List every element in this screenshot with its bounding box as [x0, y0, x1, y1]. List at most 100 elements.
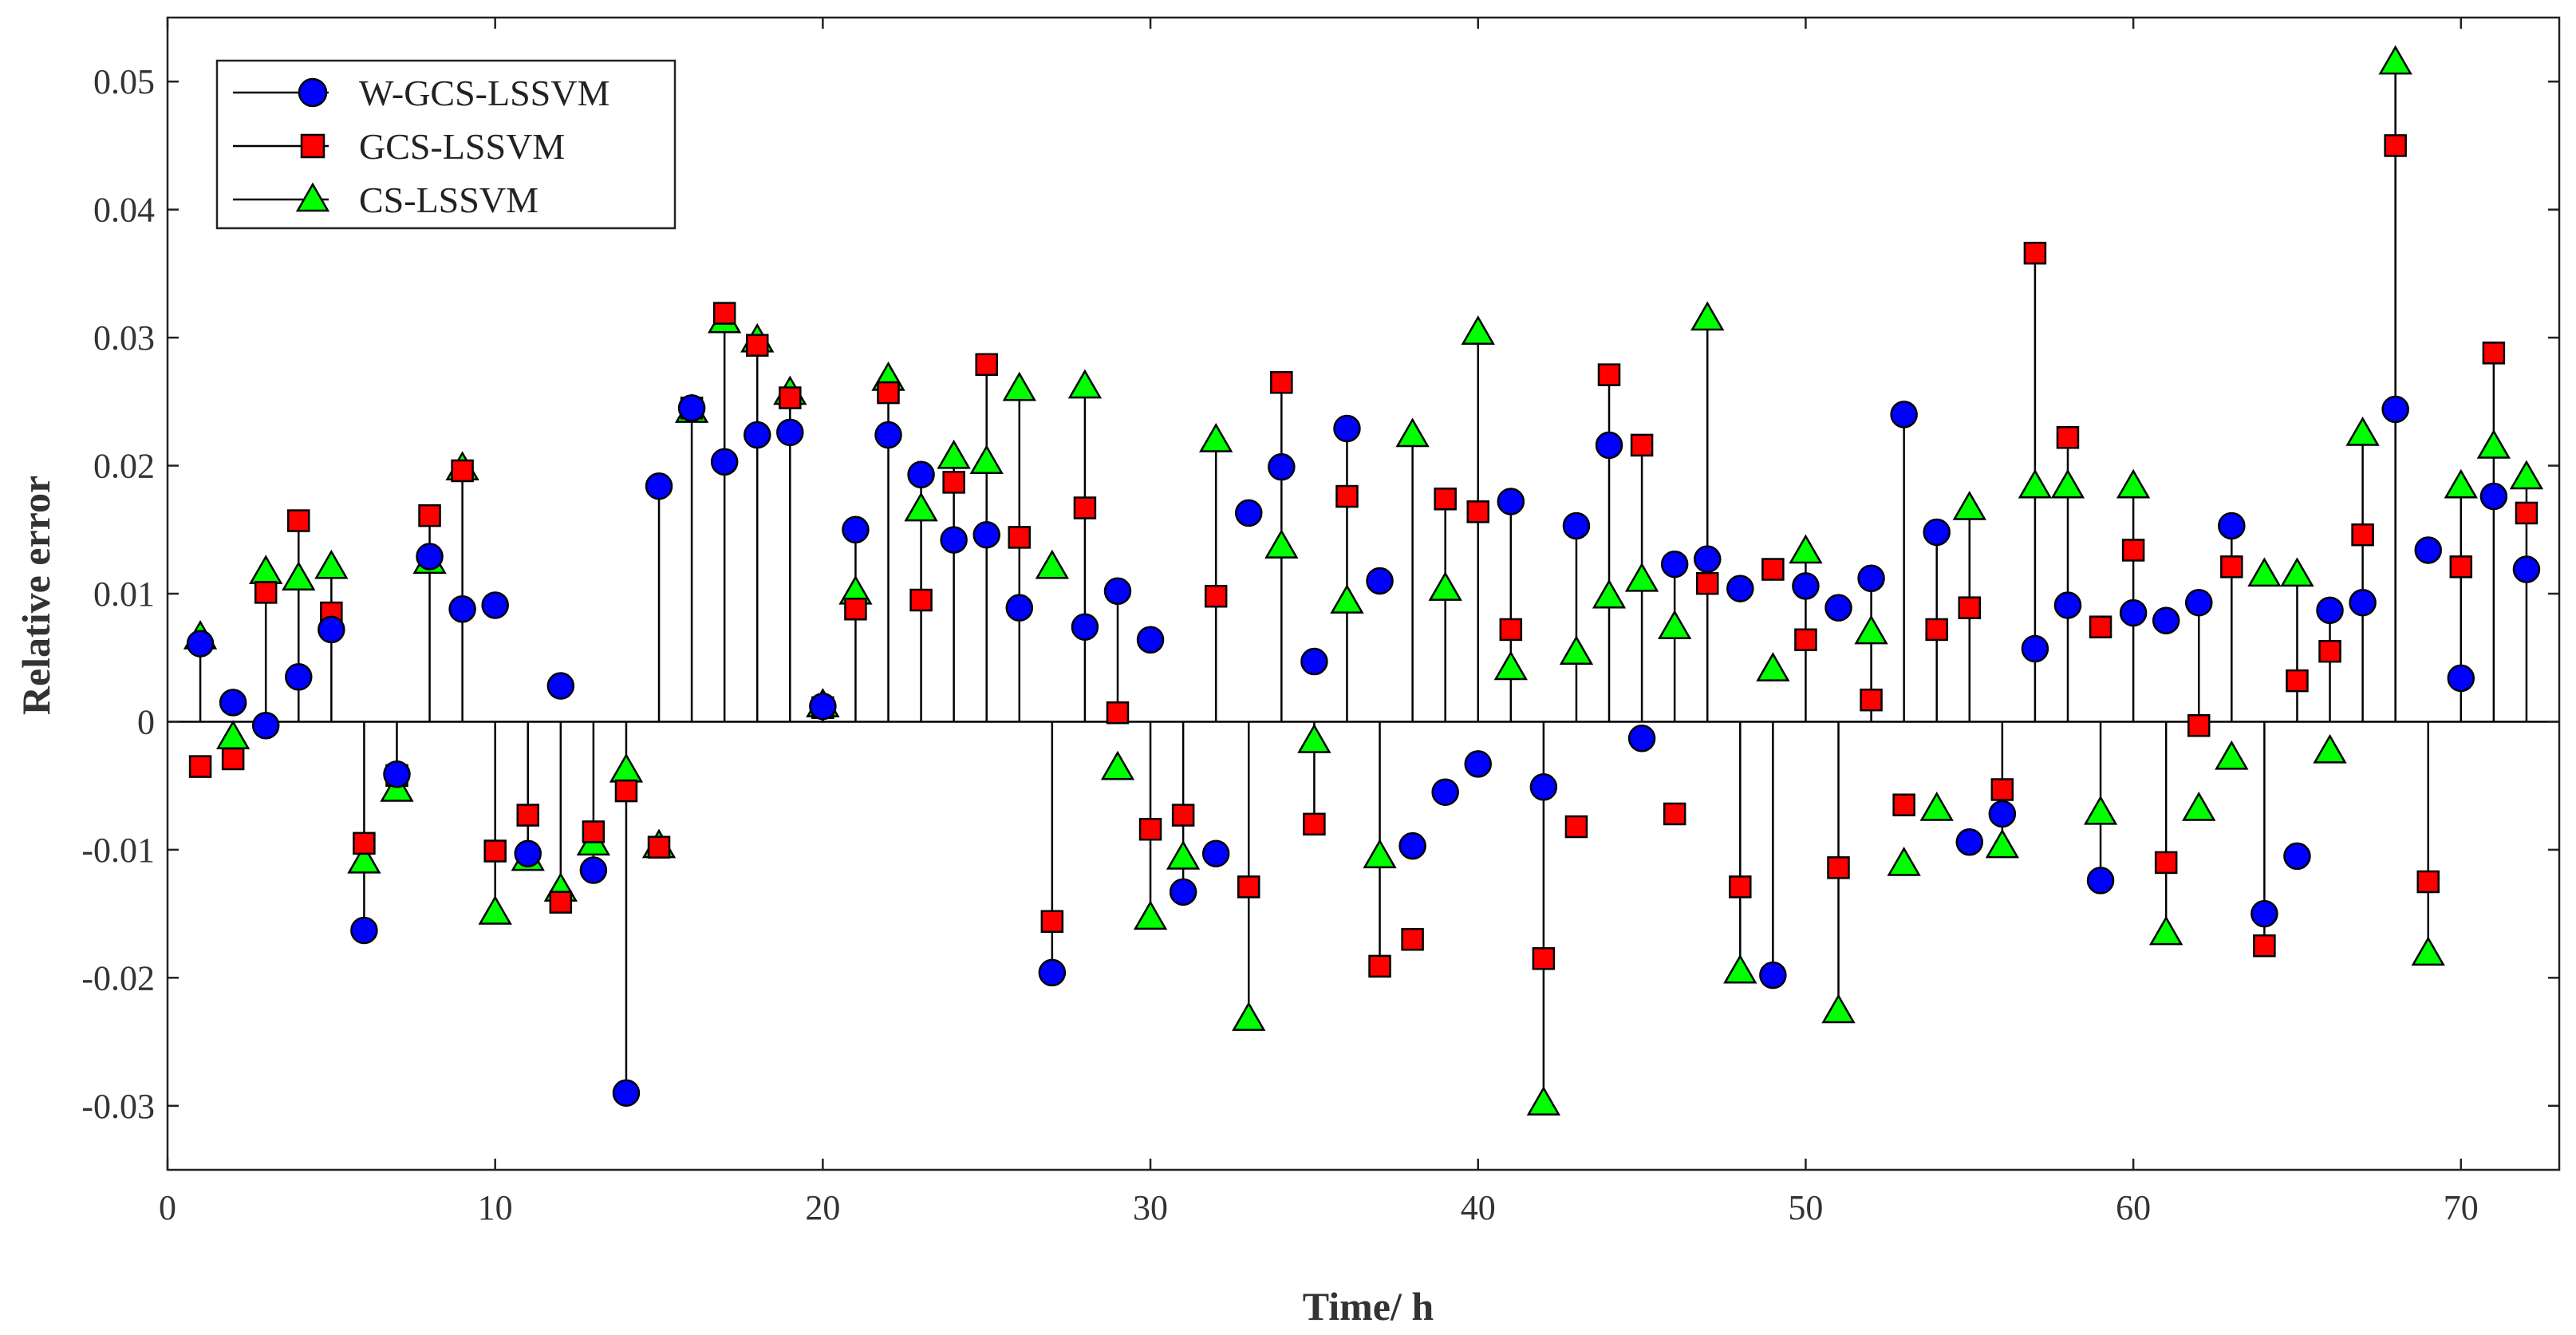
point-gcs-lssvm — [483, 839, 507, 863]
point-cs-lssvm — [1592, 579, 1627, 609]
point-gcs-lssvm — [2515, 501, 2539, 525]
point-gcs-lssvm — [353, 831, 376, 855]
point-gcs-lssvm — [1138, 817, 1162, 841]
point-gcs-lssvm — [1106, 701, 1130, 725]
point-gcs-lssvm — [1270, 371, 1293, 394]
point-gcs-lssvm — [2482, 342, 2506, 365]
y-tick-label: 0.01 — [93, 575, 155, 614]
point-gcs-lssvm — [614, 779, 638, 803]
point-gcs-lssvm — [1958, 596, 1982, 619]
point-cs-lssvm — [1624, 562, 1659, 592]
point-gcs-lssvm — [2023, 241, 2047, 265]
point-gcs-lssvm — [1860, 688, 1883, 712]
point-w-gcs-lssvm — [1235, 499, 1263, 527]
point-cs-lssvm — [1002, 371, 1036, 401]
point-cs-lssvm — [2313, 733, 2347, 764]
point-cs-lssvm — [1100, 750, 1135, 780]
legend: W-GCS-LSSVM GCS-LSSVM CS-LSSVM — [215, 59, 677, 230]
x-tick-label: 0 — [159, 1188, 176, 1227]
point-w-gcs-lssvm — [1595, 431, 1623, 460]
point-w-gcs-lssvm — [1005, 594, 1034, 622]
x-axis-title: Time/ h — [1303, 1284, 1434, 1329]
point-w-gcs-lssvm — [285, 663, 313, 691]
point-w-gcs-lssvm — [1071, 613, 1099, 641]
point-w-gcs-lssvm — [1627, 725, 1656, 752]
point-cs-lssvm — [2182, 792, 2216, 821]
legend-entry-w-gcs-lssvm: W-GCS-LSSVM — [233, 73, 609, 113]
point-cs-lssvm — [904, 492, 938, 522]
point-w-gcs-lssvm — [318, 615, 345, 644]
point-cs-lssvm — [1854, 614, 1888, 645]
point-gcs-lssvm — [1990, 778, 2014, 801]
legend-marker-w-gcs-lssvm — [298, 77, 328, 108]
point-cs-lssvm — [1264, 529, 1299, 559]
point-w-gcs-lssvm — [1562, 511, 1591, 540]
y-tick-label: -0.03 — [81, 1087, 155, 1126]
point-gcs-lssvm — [909, 588, 933, 612]
x-tick-label: 70 — [2444, 1188, 2479, 1227]
point-gcs-lssvm — [1827, 856, 1850, 879]
point-w-gcs-lssvm — [1169, 878, 1197, 906]
point-gcs-lssvm — [1335, 484, 1359, 508]
point-gcs-lssvm — [1892, 793, 1915, 816]
point-cs-lssvm — [2411, 936, 2445, 966]
point-gcs-lssvm — [647, 835, 671, 859]
point-gcs-lssvm — [1204, 584, 1228, 608]
point-cs-lssvm — [1166, 840, 1201, 870]
point-cs-lssvm — [1952, 490, 1986, 520]
point-gcs-lssvm — [2416, 870, 2440, 894]
point-w-gcs-lssvm — [2086, 867, 2115, 895]
point-cs-lssvm — [1461, 315, 1495, 345]
point-w-gcs-lssvm — [1333, 414, 1361, 443]
point-w-gcs-lssvm — [383, 760, 411, 788]
point-gcs-lssvm — [877, 381, 900, 405]
point-w-gcs-lssvm — [546, 672, 575, 700]
point-cs-lssvm — [1035, 549, 1070, 579]
point-w-gcs-lssvm — [416, 543, 444, 571]
point-gcs-lssvm — [1434, 488, 1457, 511]
point-cs-lssvm — [1199, 422, 1233, 452]
point-w-gcs-lssvm — [677, 394, 706, 422]
point-w-gcs-lssvm — [1792, 572, 1820, 600]
y-axis-title: Relative error — [14, 476, 58, 715]
point-cs-lssvm — [1526, 1086, 1561, 1116]
y-tick-label: 0 — [137, 702, 155, 741]
y-tick-label: 0.03 — [93, 318, 155, 357]
point-cs-lssvm — [2280, 557, 2314, 587]
y-tick-label: -0.02 — [81, 958, 155, 997]
point-gcs-lssvm — [1695, 571, 1719, 595]
point-w-gcs-lssvm — [1988, 800, 2017, 828]
point-cs-lssvm — [2345, 416, 2380, 446]
point-gcs-lssvm — [2253, 934, 2276, 958]
point-cs-lssvm — [1887, 847, 1921, 876]
point-w-gcs-lssvm — [2349, 588, 2377, 617]
point-cs-lssvm — [1985, 828, 2019, 859]
point-gcs-lssvm — [2318, 639, 2341, 663]
point-gcs-lssvm — [1564, 815, 1588, 839]
point-gcs-lssvm — [2089, 615, 2112, 638]
point-gcs-lssvm — [1401, 927, 1424, 951]
point-gcs-lssvm — [1794, 628, 1817, 652]
point-cs-lssvm — [1559, 635, 1594, 666]
point-w-gcs-lssvm — [448, 595, 476, 623]
y-tick-label: -0.01 — [81, 831, 155, 870]
point-w-gcs-lssvm — [1890, 401, 1918, 429]
point-gcs-lssvm — [712, 302, 736, 325]
point-w-gcs-lssvm — [1300, 647, 1328, 676]
point-w-gcs-lssvm — [743, 421, 771, 449]
point-gcs-lssvm — [942, 471, 965, 494]
point-gcs-lssvm — [1303, 812, 1326, 836]
point-gcs-lssvm — [1630, 433, 1654, 457]
point-w-gcs-lssvm — [1268, 452, 1296, 481]
point-w-gcs-lssvm — [350, 916, 378, 945]
point-w-gcs-lssvm — [2184, 588, 2213, 617]
point-w-gcs-lssvm — [1529, 773, 1558, 801]
point-cs-lssvm — [2215, 740, 2249, 770]
point-w-gcs-lssvm — [2152, 606, 2180, 634]
point-w-gcs-lssvm — [612, 1079, 641, 1107]
point-cs-lssvm — [1133, 900, 1168, 930]
point-cs-lssvm — [2247, 557, 2282, 587]
point-cs-lssvm — [347, 843, 381, 874]
point-w-gcs-lssvm — [1825, 594, 1852, 622]
point-gcs-lssvm — [1597, 363, 1621, 386]
